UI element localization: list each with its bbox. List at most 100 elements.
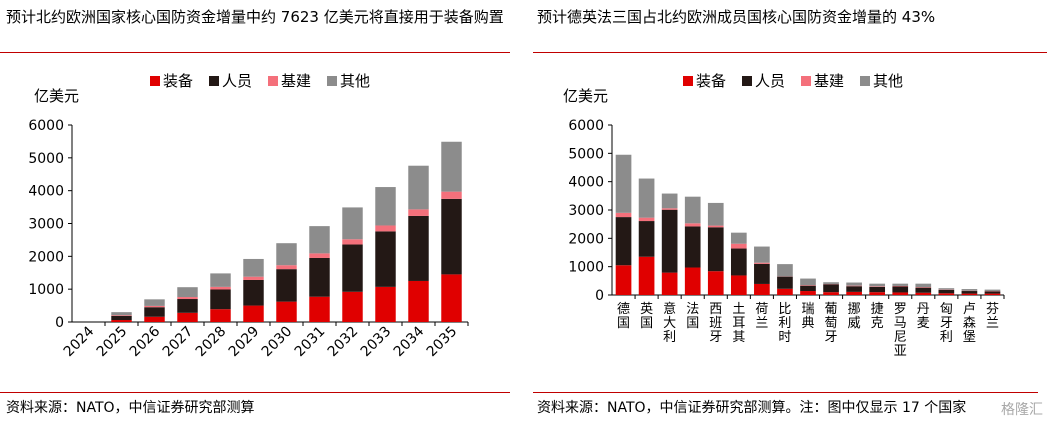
x-tick-label-char: 利 — [940, 330, 953, 345]
bar-segment-1 — [961, 291, 978, 294]
y-tick-label: 4000 — [568, 175, 604, 191]
y-axis-unit-label: 亿美元 — [563, 87, 608, 105]
bar-segment-1 — [684, 226, 701, 268]
right-source-note: 资料来源：NATO，中信证券研究部测算。注：图中仅显示 17 个国家 — [537, 400, 967, 416]
bar-segment-0 — [661, 272, 678, 295]
bar-segment-3 — [309, 226, 330, 254]
y-tick-label: 4000 — [28, 184, 64, 200]
bar-segment-1 — [210, 289, 231, 310]
y-tick-label: 1000 — [568, 260, 604, 276]
bar-segment-2 — [111, 315, 132, 316]
bar-segment-0 — [243, 305, 264, 322]
x-tick-label-char: 其 — [732, 330, 745, 345]
x-tick-label-char: 班 — [709, 316, 722, 331]
bar-segment-1 — [342, 244, 363, 292]
bar-segment-0 — [892, 292, 909, 295]
bar-segment-1 — [800, 285, 816, 292]
bar-segment-3 — [707, 202, 724, 226]
bar-segment-3 — [342, 207, 363, 240]
bar-segment-2 — [915, 287, 932, 288]
bar-segment-3 — [892, 283, 909, 286]
bar-segment-2 — [892, 285, 909, 287]
bar-segment-0 — [823, 292, 839, 295]
bar-segment-2 — [615, 212, 632, 218]
bar-segment-2 — [177, 297, 198, 300]
bar-segment-0 — [210, 309, 231, 322]
x-tick-label-char: 罗 — [894, 302, 907, 317]
legend-label-3: 其他 — [340, 72, 370, 90]
x-tick-label-char: 德 — [617, 302, 630, 317]
y-tick-label: 1000 — [28, 282, 64, 298]
bar-segment-3 — [375, 187, 396, 226]
x-tick-label-char: 西 — [709, 302, 722, 317]
bar-segment-2 — [661, 208, 678, 210]
bar-segment-1 — [754, 263, 770, 284]
bar-segment-2 — [210, 286, 231, 290]
bar-segment-3 — [111, 312, 132, 316]
right-chart-title: 预计德英法三国占北约欧洲成员国核心国防资金增量的 43% — [537, 8, 936, 26]
x-tick-label-char: 利 — [663, 330, 676, 345]
bar-segment-3 — [177, 287, 198, 298]
bar-segment-3 — [144, 299, 165, 306]
bar-segment-1 — [823, 284, 839, 293]
bar-segment-2 — [754, 262, 770, 264]
bar-segment-3 — [961, 289, 978, 291]
bar-segment-2 — [730, 243, 747, 249]
bar-segment-2 — [342, 239, 363, 245]
x-tick-label-char: 葡 — [825, 302, 838, 317]
x-tick-label-char: 捷 — [871, 302, 884, 317]
bar-segment-1 — [408, 215, 429, 281]
x-tick-label: 2029 — [226, 324, 263, 361]
bar-segment-0 — [754, 283, 770, 295]
bar-segment-2 — [144, 305, 165, 308]
bar-segment-3 — [777, 264, 793, 277]
bar-segment-0 — [984, 293, 1001, 295]
bar-segment-1 — [177, 299, 198, 313]
bar-segment-3 — [823, 282, 839, 284]
x-tick-label: 2028 — [193, 324, 230, 361]
x-tick-label-char: 芬 — [986, 302, 999, 317]
legend-label-1: 人员 — [755, 72, 785, 90]
bar-segment-1 — [441, 198, 462, 275]
bar-segment-0 — [938, 293, 955, 295]
x-tick-label: 2033 — [358, 324, 395, 361]
x-tick-label-char: 耳 — [732, 316, 745, 331]
bar-segment-1 — [144, 307, 165, 317]
bar-segment-3 — [730, 232, 747, 244]
legend-swatch-3 — [860, 76, 870, 86]
bar-segment-2 — [243, 276, 264, 280]
bar-segment-3 — [210, 273, 231, 287]
bar-segment-2 — [638, 217, 655, 222]
x-tick-label: 2032 — [325, 324, 362, 361]
x-tick-label-char: 利 — [778, 316, 791, 331]
bar-segment-3 — [915, 283, 932, 288]
bar-segment-0 — [961, 293, 978, 295]
left-top-rule — [0, 52, 510, 53]
x-tick-label: 2035 — [424, 324, 461, 361]
y-tick-label: 5000 — [568, 146, 604, 162]
x-tick-label-char: 挪 — [848, 302, 861, 317]
bar-segment-3 — [276, 243, 297, 266]
watermark-logo: 格隆汇 — [1001, 402, 1043, 418]
y-tick-label: 0 — [55, 315, 64, 331]
legend-label-0: 装备 — [163, 72, 193, 90]
x-tick-label-char: 国 — [686, 316, 699, 331]
x-tick-label-char: 英 — [640, 302, 653, 317]
x-tick-label-char: 威 — [848, 316, 861, 331]
bar-segment-3 — [243, 258, 264, 277]
bar-segment-3 — [441, 141, 462, 192]
x-tick-label-char: 法 — [686, 302, 699, 317]
bar-segment-2 — [375, 225, 396, 232]
bar-segment-0 — [615, 265, 632, 295]
x-tick-label: 2031 — [292, 324, 329, 361]
bar-segment-1 — [938, 289, 955, 294]
bar-segment-2 — [707, 225, 724, 228]
bar-segment-1 — [869, 286, 886, 293]
y-tick-label: 3000 — [28, 217, 64, 233]
bar-segment-2 — [309, 253, 330, 258]
legend-label-2: 基建 — [281, 72, 311, 90]
x-tick-label-char: 森 — [963, 316, 976, 331]
right-bottom-rule — [533, 392, 1038, 393]
bar-segment-0 — [915, 292, 932, 295]
x-tick-label-char: 时 — [778, 330, 791, 345]
